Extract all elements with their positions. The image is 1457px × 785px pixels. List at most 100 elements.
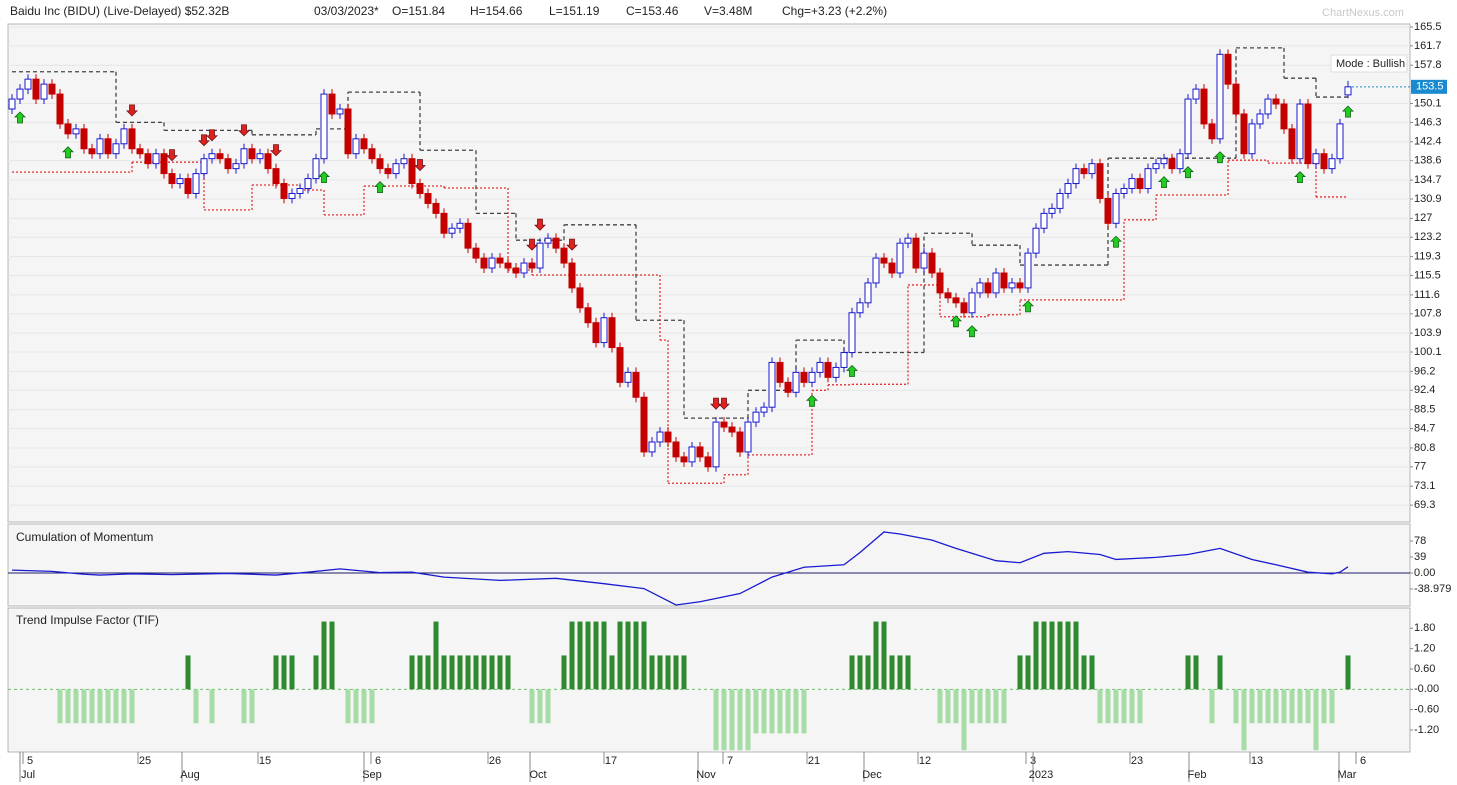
tif-bar <box>537 689 543 724</box>
tif-bar <box>657 655 663 690</box>
candle-body <box>576 287 584 309</box>
tif-bar <box>873 621 879 690</box>
y-tick-label: 130.9 <box>1414 193 1442 205</box>
tif-bar <box>665 655 671 690</box>
candle-body <box>1168 158 1176 170</box>
tif-bar <box>481 655 487 690</box>
y-tick-label: 161.7 <box>1414 40 1442 52</box>
sell-arrow <box>270 144 282 157</box>
watermark: ChartNexus.com <box>1322 7 1404 19</box>
tif-bar <box>1025 655 1031 690</box>
candle-body <box>384 168 392 175</box>
buy-arrow <box>1022 300 1034 313</box>
candle-body <box>1336 123 1344 160</box>
y-tick-label: 107.8 <box>1414 308 1442 320</box>
tif-bar <box>1137 689 1143 724</box>
tif-panel <box>7 607 1411 753</box>
tif-bar <box>1217 655 1223 690</box>
x-tick-label: Sep <box>362 769 382 781</box>
candle-body <box>1192 88 1200 100</box>
x-tick-label: 2023 <box>1029 769 1053 781</box>
tif-bar <box>97 689 103 724</box>
candle-body <box>640 396 648 453</box>
candle-body <box>696 446 704 458</box>
price-tag: 153.5 <box>1416 81 1444 93</box>
y-tick-label: 0.00 <box>1414 567 1435 579</box>
tif-bar <box>249 689 255 724</box>
y-tick-label: -1.20 <box>1414 724 1439 736</box>
candle-body <box>24 78 32 90</box>
tif-bar <box>113 689 119 724</box>
candle-body <box>728 426 736 433</box>
candle-body <box>1016 282 1024 289</box>
tif-bar <box>1273 689 1279 724</box>
candle-body <box>40 83 48 100</box>
tif-bar <box>425 655 431 690</box>
candle-body <box>1288 128 1296 160</box>
buy-arrow <box>950 315 962 328</box>
tif-bar <box>1097 689 1103 724</box>
candle-body <box>280 183 288 199</box>
candle-body <box>176 178 184 185</box>
tif-bar <box>105 689 111 724</box>
candle-body <box>208 153 216 160</box>
tif-bar <box>193 689 199 724</box>
candle-body <box>600 317 608 344</box>
sell-arrow <box>206 129 218 142</box>
candle-body <box>1096 163 1104 199</box>
candle-body <box>1072 168 1080 185</box>
candle-body <box>1160 158 1168 165</box>
candle-body <box>144 153 152 165</box>
candle-body <box>1296 103 1304 160</box>
candle-body <box>312 158 320 180</box>
candle-body <box>528 262 536 269</box>
y-tick-label: 134.7 <box>1414 174 1442 186</box>
tif-bar <box>353 689 359 724</box>
candle-body <box>984 282 992 294</box>
candle-body <box>960 302 968 314</box>
candle-body <box>648 441 656 453</box>
candle-body <box>1216 53 1224 140</box>
candle-body <box>152 153 160 165</box>
candle-body <box>56 93 64 125</box>
tif-bar <box>57 689 63 724</box>
tif-bar <box>241 689 247 724</box>
candle-body <box>1248 123 1256 155</box>
candle-body <box>1208 123 1216 140</box>
candle-body <box>88 148 96 155</box>
tif-bar <box>1305 689 1311 724</box>
tif-bar <box>673 655 679 690</box>
tif-bar <box>905 655 911 690</box>
panel-title: Trend Impulse Factor (TIF) <box>16 613 159 627</box>
tif-bar <box>737 689 743 751</box>
tif-bar <box>649 655 655 690</box>
tif-bar <box>1289 689 1295 724</box>
candle-body <box>664 431 672 443</box>
candle-body <box>904 237 912 244</box>
candle-body <box>296 188 304 194</box>
y-tick-label: 123.2 <box>1414 231 1442 243</box>
candle-body <box>304 178 312 190</box>
x-tick-label: 6 <box>1360 755 1366 767</box>
y-tick-label: 84.7 <box>1414 422 1435 434</box>
tif-bar <box>1065 621 1071 690</box>
candle-body <box>1176 153 1184 170</box>
tif-bar <box>1121 689 1127 724</box>
y-tick-label: 150.1 <box>1414 97 1442 109</box>
candle-body <box>824 361 832 378</box>
tif-bar <box>1257 689 1263 724</box>
tif-bar <box>1265 689 1271 724</box>
tif-bar <box>585 621 591 690</box>
price-panel <box>7 23 1411 523</box>
candle-body <box>792 371 800 393</box>
candle-body <box>200 158 208 175</box>
candle-body <box>488 257 496 269</box>
buy-arrow <box>14 111 26 124</box>
tif-bar <box>1001 689 1007 724</box>
x-tick-label: 7 <box>727 755 733 767</box>
candle-body <box>1320 153 1328 170</box>
candle-body <box>184 178 192 194</box>
candle-body <box>1264 98 1272 115</box>
tif-bar <box>1033 621 1039 690</box>
